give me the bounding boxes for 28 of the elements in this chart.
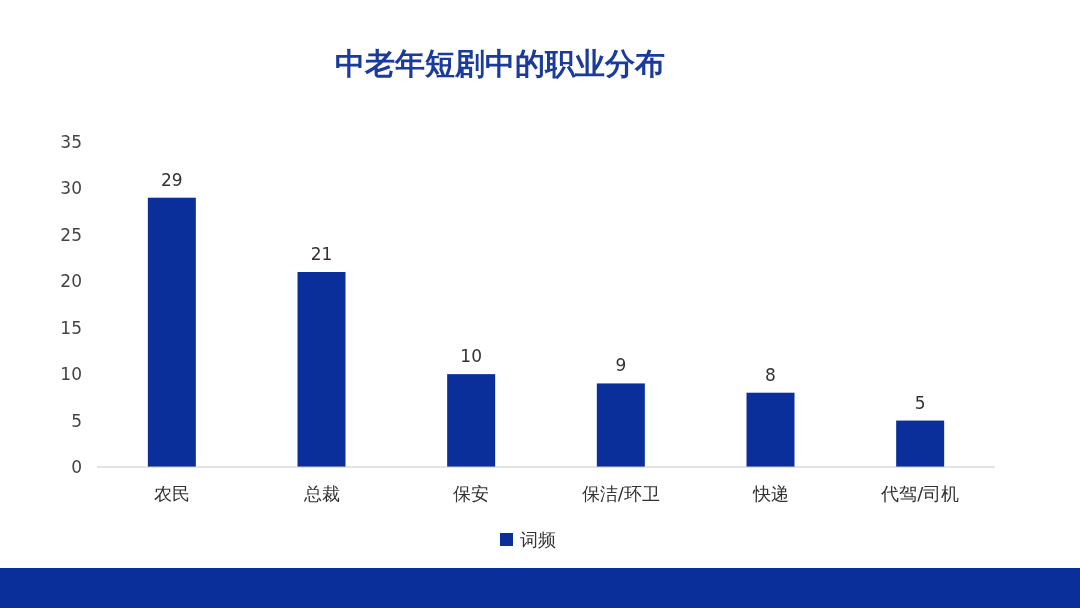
x-tick-label: 快递	[751, 483, 789, 504]
bar	[447, 374, 496, 467]
legend-label: 词频	[520, 529, 556, 550]
data-label: 29	[161, 169, 183, 190]
data-label: 21	[310, 244, 333, 264]
data-label: 8	[765, 364, 776, 385]
x-tick-label: 总裁	[302, 483, 340, 504]
x-tick-label: 农民	[153, 483, 190, 504]
chart-title: 中老年短剧中的职业分布	[335, 46, 665, 81]
x-tick-label: 保安	[453, 483, 490, 504]
bar	[147, 197, 196, 467]
y-tick-label: 0	[71, 457, 82, 477]
y-tick-label: 10	[60, 364, 82, 385]
y-tick-label: 15	[60, 317, 82, 338]
y-tick-label: 20	[60, 271, 82, 292]
y-tick-label: 35	[60, 132, 82, 152]
y-tick-label: 30	[60, 178, 82, 199]
bar	[746, 392, 795, 467]
bar	[297, 272, 346, 467]
x-tick-label: 保洁/环卫	[581, 483, 660, 504]
x-tick-label: 代驾/司机	[880, 483, 960, 504]
bar	[596, 383, 645, 467]
y-tick-label: 25	[60, 224, 82, 245]
bar	[896, 420, 945, 467]
data-label: 5	[914, 392, 926, 413]
data-label: 10	[460, 346, 482, 367]
y-tick-label: 5	[71, 410, 82, 431]
data-label: 9	[615, 355, 627, 376]
